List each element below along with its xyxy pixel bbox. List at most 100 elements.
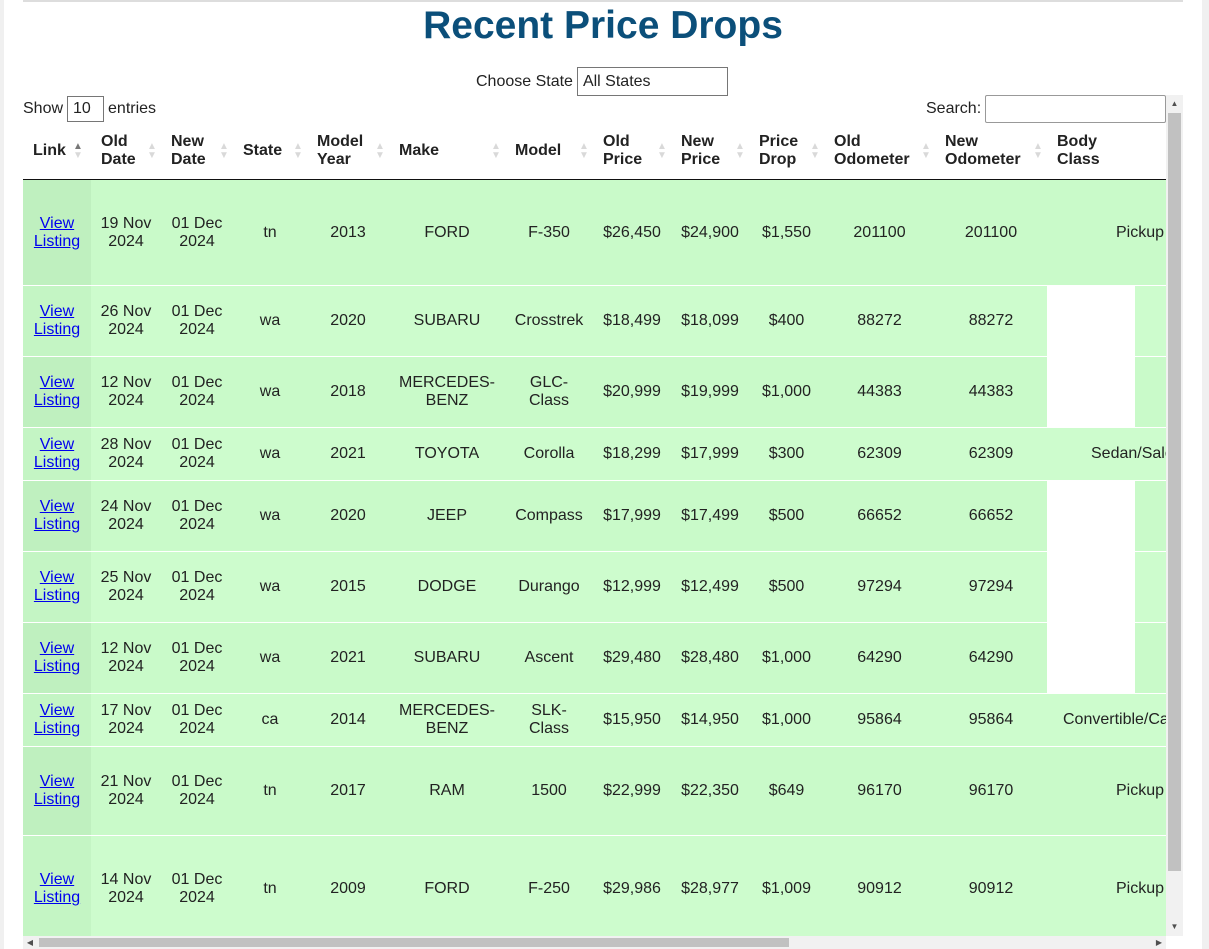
state-cell: ca <box>233 693 307 747</box>
make-cell: TOYOTA <box>389 427 505 481</box>
scroll-right-icon[interactable]: ▶ <box>1155 938 1163 947</box>
vertical-scrollbar[interactable]: ▲ ▼ <box>1166 95 1183 936</box>
column-header-new-price[interactable]: New Price ▲ ▼ <box>671 123 749 180</box>
column-header-price-drop[interactable]: Price Drop ▲ ▼ <box>749 123 824 180</box>
new-odometer-cell: 64290 <box>935 622 1047 694</box>
column-header-link[interactable]: Link ▲ ▼ <box>23 123 91 180</box>
model-cell: Durango <box>505 551 593 623</box>
new-odometer-cell: 97294 <box>935 551 1047 623</box>
column-header-model[interactable]: Model ▲ ▼ <box>505 123 593 180</box>
view-listing-link[interactable]: View Listing <box>33 214 81 250</box>
body-class-cell: Sport Utility Vehicle(SUV)/Multi-Purpose… <box>1135 356 1166 428</box>
table-row: View Listing 26 Nov 2024 01 Dec 2024 wa 2020 SU… <box>23 285 1166 357</box>
new-odometer-cell: 62309 <box>935 427 1047 481</box>
old-price-cell: $20,999 <box>593 356 671 428</box>
new-odometer-cell: 44383 <box>935 356 1047 428</box>
new-date-cell: 01 Dec 2024 <box>161 746 233 836</box>
new-odometer-cell: 66652 <box>935 480 1047 552</box>
make-cell: DODGE <box>389 551 505 623</box>
column-header-body-class[interactable]: Body Class <box>1047 123 1166 180</box>
new-price-cell: $28,480 <box>671 622 749 694</box>
model-year-cell: 2021 <box>307 622 389 694</box>
old-price-cell: $29,986 <box>593 835 671 936</box>
search-input[interactable] <box>985 95 1167 123</box>
table-row: View Listing 17 Nov 2024 01 Dec 2024 ca 2014 ME… <box>23 693 1166 747</box>
column-header-old-odometer[interactable]: Old Odometer ▲ ▼ <box>824 123 935 180</box>
make-cell: RAM <box>389 746 505 836</box>
old-price-cell: $18,299 <box>593 427 671 481</box>
length-menu-suffix: entries <box>108 100 157 117</box>
model-year-cell: 2020 <box>307 480 389 552</box>
page: Recent Price Drops Choose State All Stat… <box>4 0 1202 949</box>
scroll-up-icon[interactable]: ▲ <box>1170 99 1179 108</box>
view-listing-link[interactable]: View Listing <box>33 702 81 737</box>
old-odometer-cell: 44383 <box>824 356 935 428</box>
horizontal-scrollbar[interactable]: ◀ ▶ <box>23 936 1166 949</box>
column-header-model-year[interactable]: Model Year ▲ ▼ <box>307 123 389 180</box>
vertical-scroll-thumb[interactable] <box>1168 113 1181 871</box>
new-date-cell: 01 Dec 2024 <box>161 835 233 936</box>
old-odometer-cell: 95864 <box>824 693 935 747</box>
column-header-make[interactable]: Make ▲ ▼ <box>389 123 505 180</box>
body-class-cell: Pickup <box>1047 835 1166 936</box>
model-year-cell: 2013 <box>307 179 389 286</box>
column-header-new-date[interactable]: New Date ▲ ▼ <box>161 123 233 180</box>
old-date-cell: 12 Nov 2024 <box>91 622 161 694</box>
column-header-label: Price Drop <box>759 133 799 168</box>
old-date-cell: 21 Nov 2024 <box>91 746 161 836</box>
column-header-state[interactable]: State ▲ ▼ <box>233 123 307 180</box>
table-row: View Listing 19 Nov 2024 01 Dec 2024 tn 2013 FO… <box>23 179 1166 286</box>
old-odometer-cell: 64290 <box>824 622 935 694</box>
state-cell: wa <box>233 356 307 428</box>
state-cell: tn <box>233 835 307 936</box>
link-cell: View Listing <box>23 356 91 428</box>
price-drop-cell: $400 <box>749 285 824 357</box>
sort-both-icon: ▲ ▼ <box>375 141 385 161</box>
length-menu: Show 10 entries <box>23 96 156 122</box>
new-date-cell: 01 Dec 2024 <box>161 551 233 623</box>
make-cell: SUBARU <box>389 622 505 694</box>
state-cell: wa <box>233 427 307 481</box>
model-cell: GLC- Class <box>505 356 593 428</box>
view-listing-link[interactable]: View Listing <box>33 640 81 675</box>
old-price-cell: $22,999 <box>593 746 671 836</box>
new-price-cell: $17,999 <box>671 427 749 481</box>
sort-both-icon: ▲ ▼ <box>735 141 745 161</box>
body-class-line: Sport Utility Vehicle <box>1135 294 1166 312</box>
scroll-down-icon[interactable]: ▼ <box>1170 922 1179 931</box>
sort-both-icon: ▲ ▼ <box>657 141 667 161</box>
old-price-cell: $29,480 <box>593 622 671 694</box>
column-header-new-odometer[interactable]: New Odometer ▲ ▼ <box>935 123 1047 180</box>
body-class-line: Sport Utility Vehicle <box>1135 631 1166 649</box>
view-listing-link[interactable]: View Listing <box>33 498 81 533</box>
length-menu-prefix: Show <box>23 100 64 117</box>
price-drop-cell: $649 <box>749 746 824 836</box>
body-class-cell: Pickup <box>1047 746 1166 836</box>
table-row: View Listing 12 Nov 2024 01 Dec 2024 wa 2021 SU… <box>23 622 1166 694</box>
column-header-label: Old Price <box>603 133 643 168</box>
state-select[interactable]: All States <box>576 67 728 96</box>
column-header-label: Model Year <box>317 133 364 168</box>
view-listing-link[interactable]: View Listing <box>33 871 81 907</box>
table-body: View Listing 19 Nov 2024 01 Dec 2024 tn 2013 FO… <box>23 179 1166 936</box>
table-row: View Listing 24 Nov 2024 01 Dec 2024 wa 2020 JE… <box>23 480 1166 552</box>
view-listing-link[interactable]: View Listing <box>33 569 81 604</box>
entries-select[interactable]: 10 <box>67 96 105 122</box>
new-price-cell: $22,350 <box>671 746 749 836</box>
column-header-label: New Odometer <box>945 133 1021 168</box>
horizontal-scroll-thumb[interactable] <box>39 938 789 947</box>
scroll-left-icon[interactable]: ◀ <box>26 938 34 947</box>
body-class-cell: Sport Utility Vehicle(SUV)/Multi-Purpose… <box>1135 285 1166 357</box>
body-class-line: (SUV)/Multi-Purpose <box>1135 383 1166 401</box>
column-header-label: New Price <box>681 133 721 168</box>
view-listing-link[interactable]: View Listing <box>33 773 81 808</box>
column-header-old-date[interactable]: Old Date ▲ ▼ <box>91 123 161 180</box>
new-odometer-cell: 88272 <box>935 285 1047 357</box>
column-header-old-price[interactable]: Old Price ▲ ▼ <box>593 123 671 180</box>
make-cell: FORD <box>389 179 505 286</box>
view-listing-link[interactable]: View Listing <box>33 436 81 471</box>
view-listing-link[interactable]: View Listing <box>33 374 81 409</box>
body-class-line: Sport Utility Vehicle <box>1135 489 1166 507</box>
view-listing-link[interactable]: View Listing <box>33 303 81 338</box>
link-cell: View Listing <box>23 746 91 836</box>
